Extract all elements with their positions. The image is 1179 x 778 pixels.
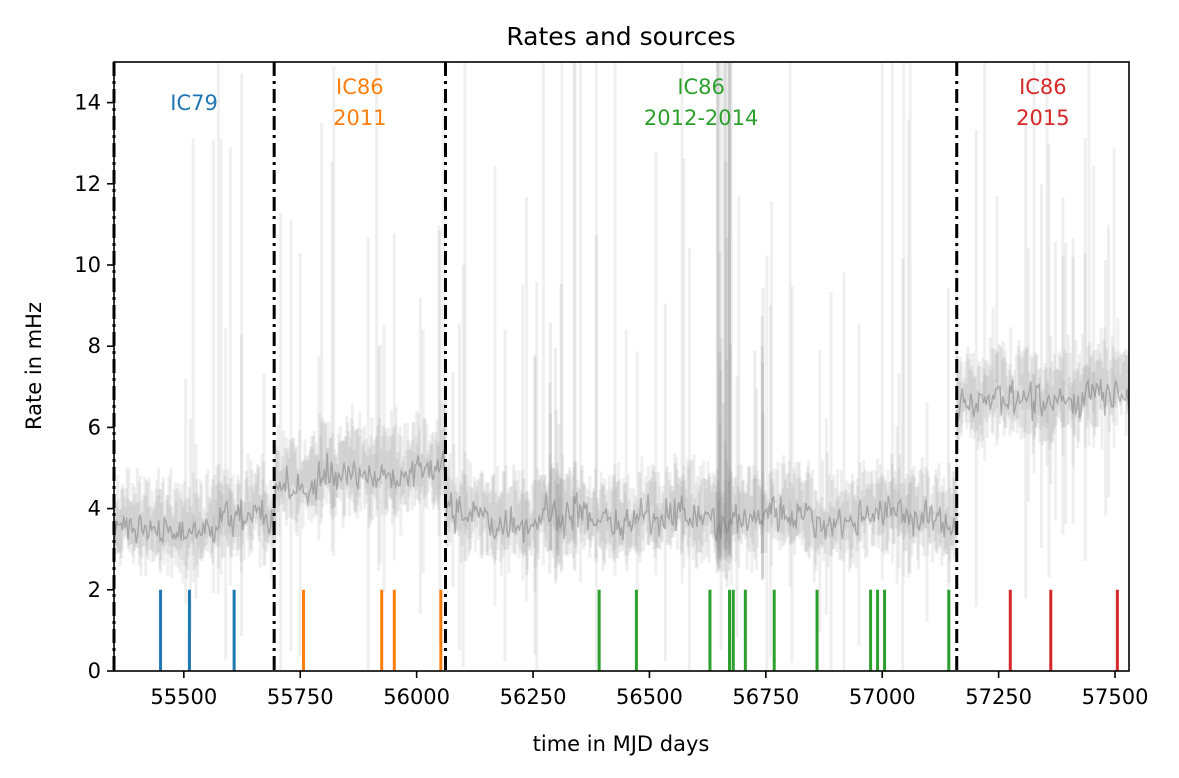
x-tick-label: 56000 (383, 685, 450, 709)
y-tick-label: 0 (88, 659, 101, 683)
plot-area: IC79 IC86 2011 IC86 2012-2014 IC86 2015 (112, 62, 1129, 671)
axes: 55500 55750 56000 56250 56500 56750 57000 57250… (74, 61, 1149, 709)
x-tick-label: 55750 (267, 685, 334, 709)
y-tick-label: 4 (88, 497, 101, 521)
y-tick-label: 10 (74, 253, 101, 277)
x-tick-label: 56750 (732, 685, 799, 709)
x-tick-label: 57250 (965, 685, 1032, 709)
season-sources (1008, 589, 1119, 671)
rate-segment (114, 62, 276, 660)
rate-series (114, 62, 1129, 671)
rate-trace (956, 378, 1129, 422)
rate-trace (444, 491, 958, 544)
x-tick-label: 55500 (150, 685, 217, 709)
rate-segment (444, 62, 959, 671)
y-tick-label: 8 (88, 334, 101, 358)
season-label: 2011 (333, 106, 386, 130)
rate-segment (272, 62, 448, 671)
rate-segment (955, 62, 1129, 607)
rate-trace (273, 450, 446, 514)
season-label: IC79 (170, 91, 218, 115)
y-tick-label: 14 (74, 91, 101, 115)
rate-spike-cluster (715, 62, 732, 588)
rate-spike-cluster (753, 287, 765, 581)
x-axis-label: time in MJD days (533, 732, 710, 756)
plot-frame (113, 61, 1130, 672)
season-sources (159, 589, 236, 671)
x-tick-label: 57000 (849, 685, 916, 709)
season-label: 2012-2014 (644, 106, 758, 130)
season-sources (597, 589, 951, 671)
season-label: IC86 (1019, 75, 1067, 99)
rate-trace (114, 499, 274, 561)
y-tick-label: 12 (74, 172, 101, 196)
season-label: IC86 (336, 75, 384, 99)
season-label: 2015 (1016, 106, 1069, 130)
season-sources (301, 589, 443, 671)
y-axis-label: Rate in mHz (22, 302, 46, 430)
chart-title: Rates and sources (506, 22, 735, 51)
x-tick-label: 57500 (1082, 685, 1149, 709)
season-label: IC86 (677, 75, 725, 99)
y-tick-label: 2 (88, 578, 101, 602)
x-tick-label: 56500 (616, 685, 683, 709)
y-tick-label: 6 (88, 415, 101, 439)
rate-spike-cluster (548, 284, 563, 584)
x-tick-label: 56250 (500, 685, 567, 709)
